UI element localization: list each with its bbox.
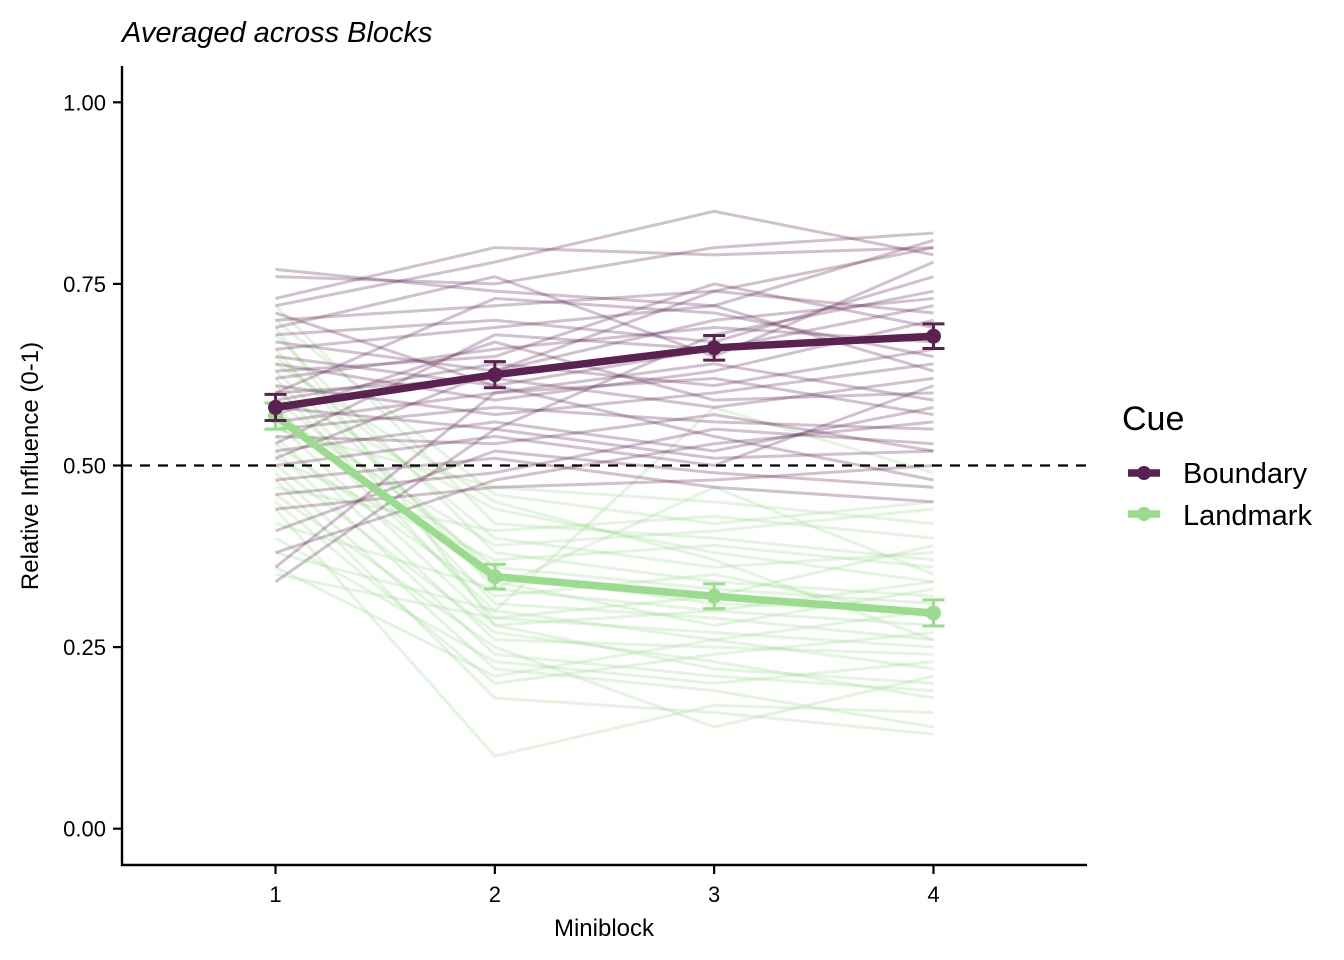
individual-line-boundary	[275, 376, 934, 409]
individual-line-boundary	[275, 362, 934, 417]
individual-line-landmark	[275, 485, 935, 591]
individual-line-boundary	[275, 427, 934, 497]
y-tick-label: 0.50	[63, 454, 106, 479]
point-boundary	[706, 340, 722, 356]
individual-line-boundary	[275, 282, 934, 373]
y-ticks: 0.00 0.25 0.50 0.75 1.00	[63, 90, 122, 842]
y-tick-label: 0.00	[63, 817, 106, 842]
individual-line-landmark	[274, 326, 934, 627]
individual-line-boundary	[274, 427, 934, 583]
point-boundary	[487, 367, 503, 383]
mean-lines	[264, 322, 945, 628]
individual-line-landmark	[275, 405, 934, 613]
individual-line-landmark	[274, 420, 934, 685]
individual-line-boundary	[275, 325, 934, 380]
point-boundary	[268, 399, 284, 415]
individual-line-boundary	[275, 311, 934, 482]
individual-line-landmark	[274, 456, 934, 569]
individual-line-landmark	[275, 543, 934, 620]
individual-line-landmark	[274, 565, 934, 678]
individual-line-landmark	[274, 500, 934, 685]
individual-line-landmark	[274, 406, 934, 671]
y-tick-label: 0.25	[63, 635, 106, 660]
series-line-boundary	[271, 332, 938, 412]
x-tick-label: 1	[269, 882, 281, 907]
individual-line-landmark	[274, 508, 934, 758]
x-tick-label: 3	[708, 882, 720, 907]
individual-line-landmark	[274, 304, 934, 562]
individual-line-landmark	[274, 384, 934, 649]
individual-line-boundary	[274, 246, 934, 460]
individual-line-landmark	[274, 348, 934, 627]
legend-key-point-landmark	[1137, 507, 1151, 521]
individual-line-boundary	[275, 231, 934, 286]
legend-label-landmark: Landmark	[1183, 500, 1312, 532]
individual-line-boundary	[275, 289, 934, 322]
individual-line-boundary	[275, 209, 934, 308]
point-landmark	[925, 605, 941, 621]
y-tick-label: 1.00	[63, 90, 106, 115]
legend-key-point-boundary	[1137, 466, 1151, 480]
individual-line-boundary	[275, 420, 934, 555]
y-axis-title: Relative Influence (0-1)	[17, 342, 44, 590]
individual-line-boundary	[275, 260, 935, 359]
legend-label-boundary: Boundary	[1183, 458, 1308, 490]
legend-keys	[1128, 466, 1160, 521]
axes: 0.00 0.25 0.50 0.75 1.00 1 2 3 4	[63, 66, 1087, 907]
individual-line-boundary	[275, 246, 934, 300]
individual-line-landmark	[274, 413, 934, 547]
point-landmark	[487, 569, 503, 585]
individual-line-boundary	[275, 347, 934, 402]
individual-line-boundary	[275, 296, 934, 373]
y-tick-label: 0.75	[63, 272, 106, 297]
x-tick-label: 4	[927, 882, 939, 907]
point-boundary	[925, 328, 941, 344]
individual-line-boundary	[275, 340, 934, 417]
individual-line-boundary	[274, 296, 934, 395]
legend-title: Cue	[1122, 400, 1184, 438]
x-ticks: 1 2 3 4	[269, 865, 940, 907]
point-landmark	[706, 588, 722, 604]
individual-line-boundary	[275, 456, 934, 504]
individual-line-landmark	[275, 485, 934, 540]
individual-line-boundary	[274, 362, 934, 569]
series-line-landmark	[271, 412, 938, 617]
legend: Cue Boundary Landmark	[1122, 400, 1312, 532]
x-axis-title: Miniblock	[554, 915, 655, 942]
individual-line-landmark	[274, 377, 934, 642]
individual-line-landmark	[274, 355, 934, 569]
individual-line-boundary	[275, 449, 934, 533]
individual-line-landmark	[274, 435, 934, 656]
individual-line-boundary	[275, 384, 934, 468]
individual-line-landmark	[274, 478, 934, 736]
individual-line-landmark	[274, 493, 934, 729]
x-tick-label: 2	[489, 882, 501, 907]
individual-line-landmark	[274, 449, 934, 693]
individual-line-landmark	[274, 471, 934, 729]
chart-title: Averaged across Blocks	[120, 17, 433, 49]
individual-line-boundary	[275, 405, 934, 431]
individual-line-boundary	[275, 275, 934, 344]
individual-line-boundary	[275, 405, 934, 453]
individual-line-landmark	[274, 536, 934, 685]
individual-line-landmark	[274, 398, 934, 606]
individual-line-boundary	[275, 376, 934, 424]
individual-line-landmark	[274, 333, 934, 598]
individual-line-landmark	[274, 319, 934, 526]
individual-line-landmark	[274, 362, 934, 642]
individual-line-boundary	[275, 289, 934, 431]
individual-line-boundary	[275, 238, 934, 308]
individual-line-landmark	[275, 427, 934, 526]
individual-lines	[274, 209, 935, 758]
individual-line-landmark	[274, 464, 934, 700]
individual-line-boundary	[275, 413, 934, 453]
individual-line-landmark	[274, 391, 934, 584]
